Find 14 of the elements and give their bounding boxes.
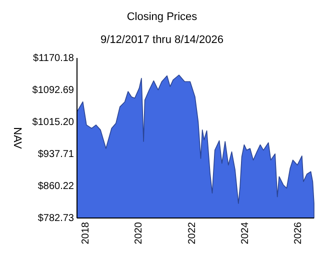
x-tick-label: 2026: [293, 222, 304, 244]
x-tick-label: 2020: [134, 222, 145, 244]
y-tick-label: $1092.69: [32, 85, 74, 96]
y-tick-label: $937.71: [38, 149, 74, 160]
x-tick-label: 2022: [186, 222, 198, 244]
y-tick-label: $860.22: [38, 181, 74, 192]
y-axis-title: NAV: [11, 127, 23, 150]
y-tick-label: $1170.18: [33, 53, 74, 64]
x-tick-label: 2018: [80, 222, 92, 244]
y-tick-label: $1015.20: [32, 117, 74, 128]
y-tick-label: $782.73: [38, 213, 74, 224]
chart-subtitle: 9/12/2017 thru 8/14/2026: [100, 34, 224, 46]
chart-title: Closing Prices: [126, 11, 198, 23]
x-tick-label: 2024: [240, 222, 251, 244]
